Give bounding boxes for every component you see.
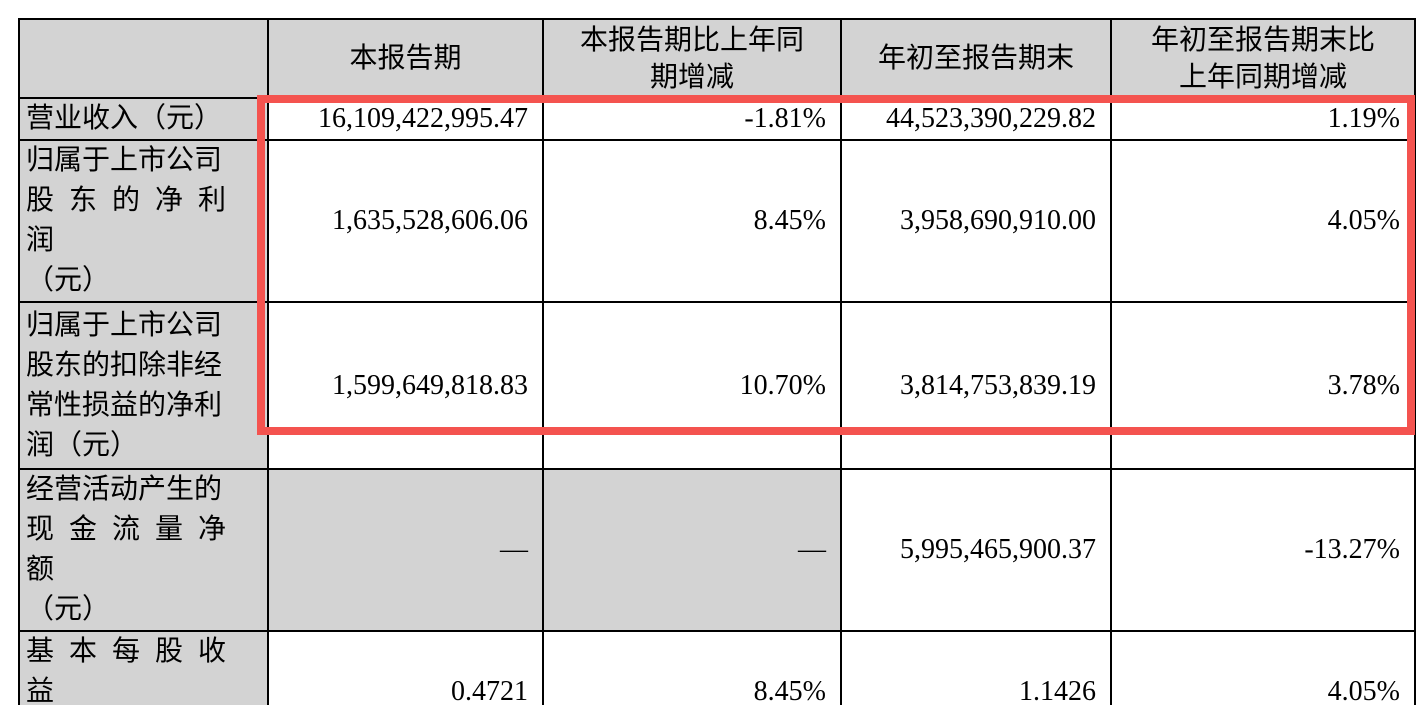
cell-ytd: 5,995,465,900.37: [840, 468, 1112, 632]
cell-yoy-change: 10.70%: [542, 301, 842, 470]
cell-current-period: 16,109,422,995.47: [267, 97, 544, 141]
header-year-to-date: 年初至报告期末: [840, 18, 1112, 99]
header-current-period: 本报告期: [267, 18, 544, 99]
cell-ytd-yoy-change: 4.05%: [1110, 139, 1416, 303]
header-current-period-yoy-change: 本报告期比上年同 期增减: [542, 18, 842, 99]
table-row-operating-revenue: 营业收入（元） 16,109,422,995.47 -1.81% 44,523,…: [18, 97, 1416, 141]
row-label: 营业收入（元）: [18, 97, 269, 141]
cell-yoy-change: 8.45%: [542, 630, 842, 705]
header-year-to-date-yoy-change: 年初至报告期末比 上年同期增减: [1110, 18, 1416, 99]
cell-ytd: 3,958,690,910.00: [840, 139, 1112, 303]
table-row-net-profit-excl-nonrecurring: 归属于上市公司 股东的扣除非经 常性损益的净利 润（元） 1,599,649,8…: [18, 301, 1416, 470]
cell-yoy-change: 8.45%: [542, 139, 842, 303]
row-label: 经营活动产生的 现 金 流 量 净 额 （元）: [18, 468, 269, 632]
table-row-basic-eps: 基 本 每 股 收 益 （元/股） 0.4721 8.45% 1.1426 4.…: [18, 630, 1416, 705]
cell-yoy-change: -1.81%: [542, 97, 842, 141]
cell-current-period: 1,635,528,606.06: [267, 139, 544, 303]
row-label: 归属于上市公司 股东的扣除非经 常性损益的净利 润（元）: [18, 301, 269, 470]
cell-ytd-yoy-change: -13.27%: [1110, 468, 1416, 632]
cell-ytd-yoy-change: 3.78%: [1110, 301, 1416, 470]
table-row-operating-cash-flow: 经营活动产生的 现 金 流 量 净 额 （元） — — 5,995,465,90…: [18, 468, 1416, 632]
cell-current-period: 0.4721: [267, 630, 544, 705]
cell-current-period: 1,599,649,818.83: [267, 301, 544, 470]
header-empty-cell: [18, 18, 269, 99]
cell-ytd: 44,523,390,229.82: [840, 97, 1112, 141]
financial-summary-table: 本报告期 本报告期比上年同 期增减 年初至报告期末 年初至报告期末比 上年同期增…: [18, 18, 1416, 705]
cell-ytd: 1.1426: [840, 630, 1112, 705]
cell-ytd-yoy-change: 4.05%: [1110, 630, 1416, 705]
cell-current-period: —: [267, 468, 544, 632]
cell-ytd: 3,814,753,839.19: [840, 301, 1112, 470]
row-label: 归属于上市公司 股 东 的 净 利 润 （元）: [18, 139, 269, 303]
table-row-net-profit: 归属于上市公司 股 东 的 净 利 润 （元） 1,635,528,606.06…: [18, 139, 1416, 303]
cell-yoy-change: —: [542, 468, 842, 632]
cell-ytd-yoy-change: 1.19%: [1110, 97, 1416, 141]
row-label: 基 本 每 股 收 益 （元/股）: [18, 630, 269, 705]
header-row: 本报告期 本报告期比上年同 期增减 年初至报告期末 年初至报告期末比 上年同期增…: [18, 18, 1416, 99]
